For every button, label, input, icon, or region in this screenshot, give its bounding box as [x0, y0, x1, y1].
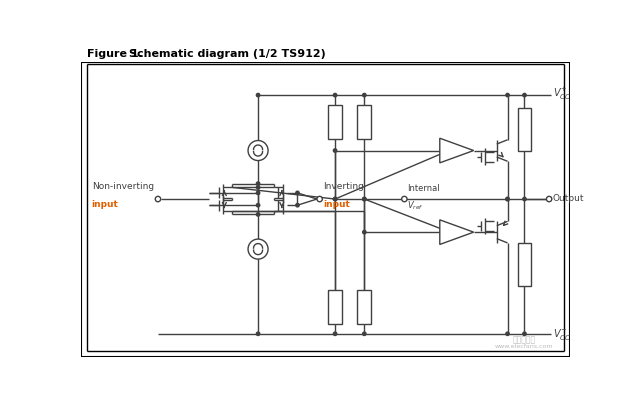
Circle shape [523, 332, 526, 336]
Bar [358, 290, 371, 324]
Circle shape [317, 196, 323, 202]
Circle shape [402, 196, 407, 202]
Text: Schematic diagram (1/2 TS912): Schematic diagram (1/2 TS912) [129, 49, 326, 59]
Bar [328, 290, 342, 324]
Circle shape [257, 191, 260, 194]
Circle shape [333, 197, 337, 201]
Circle shape [506, 332, 509, 336]
Circle shape [363, 93, 366, 97]
Circle shape [506, 197, 509, 201]
Text: Non-inverting: Non-inverting [91, 182, 154, 191]
Circle shape [333, 332, 337, 336]
Text: $V_{CC}^{+}$: $V_{CC}^{+}$ [553, 86, 571, 102]
Polygon shape [440, 220, 474, 245]
Text: Figure 1.: Figure 1. [87, 49, 143, 59]
Bar [81, 48, 570, 62]
Circle shape [523, 197, 526, 201]
Circle shape [333, 93, 337, 97]
Text: 电子发烧友: 电子发烧友 [512, 336, 535, 344]
Text: Internal: Internal [408, 184, 440, 193]
Circle shape [333, 149, 337, 152]
Polygon shape [440, 138, 474, 163]
Circle shape [506, 93, 509, 97]
Bar [328, 105, 342, 139]
Text: Inverting: Inverting [323, 182, 364, 191]
Circle shape [257, 213, 260, 216]
Circle shape [363, 231, 366, 234]
Bar [358, 105, 371, 139]
Text: Output: Output [553, 194, 584, 203]
Circle shape [248, 140, 268, 160]
Circle shape [333, 197, 337, 201]
Circle shape [363, 332, 366, 336]
Circle shape [363, 197, 366, 201]
Text: $V_{ref}$: $V_{ref}$ [408, 200, 424, 212]
Text: input: input [91, 200, 119, 209]
Text: www.elecfans.com: www.elecfans.com [495, 344, 553, 348]
Text: input: input [323, 200, 351, 209]
Circle shape [296, 203, 299, 207]
Circle shape [363, 197, 366, 201]
Circle shape [506, 197, 509, 201]
Circle shape [257, 203, 260, 207]
Circle shape [257, 186, 260, 189]
Circle shape [296, 191, 299, 194]
Bar [518, 243, 531, 286]
Circle shape [257, 93, 260, 97]
Circle shape [248, 239, 268, 259]
Bar [518, 108, 531, 151]
Circle shape [257, 182, 260, 185]
Circle shape [523, 93, 526, 97]
Text: $V_{CC}^{-}$: $V_{CC}^{-}$ [553, 327, 571, 342]
Circle shape [257, 332, 260, 336]
Circle shape [547, 196, 552, 202]
Circle shape [156, 196, 161, 202]
